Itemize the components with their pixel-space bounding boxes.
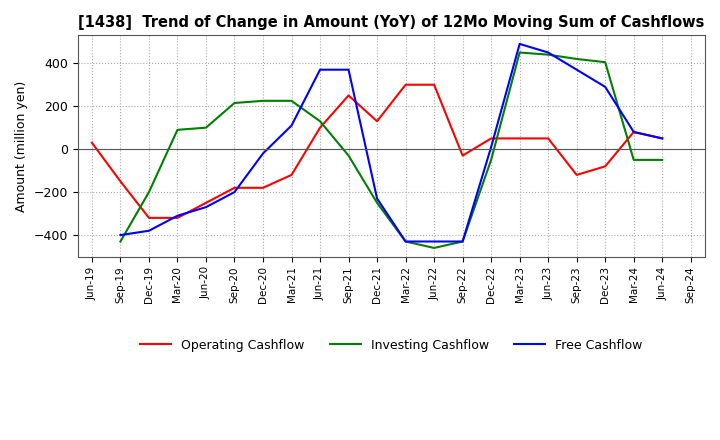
Free Cashflow: [373, 196, 382, 201]
Investing Cashflow: [202, 125, 210, 130]
Investing Cashflow: [173, 127, 181, 132]
Operating Cashflow: [88, 140, 96, 145]
Line: Operating Cashflow: Operating Cashflow: [92, 85, 662, 218]
Operating Cashflow: [544, 136, 552, 141]
Free Cashflow: [572, 67, 581, 72]
Investing Cashflow: [572, 56, 581, 62]
Operating Cashflow: [658, 136, 667, 141]
Free Cashflow: [202, 205, 210, 210]
Line: Investing Cashflow: Investing Cashflow: [120, 52, 662, 248]
Operating Cashflow: [202, 200, 210, 205]
Legend: Operating Cashflow, Investing Cashflow, Free Cashflow: Operating Cashflow, Investing Cashflow, …: [135, 334, 647, 356]
Operating Cashflow: [173, 215, 181, 220]
Free Cashflow: [344, 67, 353, 72]
Free Cashflow: [230, 190, 239, 195]
Operating Cashflow: [315, 125, 324, 130]
Investing Cashflow: [344, 153, 353, 158]
Investing Cashflow: [315, 119, 324, 124]
Free Cashflow: [601, 84, 610, 89]
Operating Cashflow: [145, 215, 153, 220]
Free Cashflow: [287, 123, 296, 128]
Operating Cashflow: [516, 136, 524, 141]
Operating Cashflow: [459, 153, 467, 158]
Operating Cashflow: [373, 119, 382, 124]
Free Cashflow: [401, 239, 410, 244]
Investing Cashflow: [430, 246, 438, 251]
Operating Cashflow: [629, 129, 638, 135]
Free Cashflow: [173, 213, 181, 218]
Investing Cashflow: [145, 190, 153, 195]
Operating Cashflow: [487, 136, 495, 141]
Investing Cashflow: [459, 239, 467, 244]
Investing Cashflow: [629, 157, 638, 162]
Title: [1438]  Trend of Change in Amount (YoY) of 12Mo Moving Sum of Cashflows: [1438] Trend of Change in Amount (YoY) o…: [78, 15, 704, 30]
Operating Cashflow: [601, 164, 610, 169]
Investing Cashflow: [544, 52, 552, 57]
Free Cashflow: [629, 129, 638, 135]
Free Cashflow: [658, 136, 667, 141]
Operating Cashflow: [430, 82, 438, 88]
Operating Cashflow: [116, 179, 125, 184]
Free Cashflow: [487, 144, 495, 150]
Investing Cashflow: [487, 157, 495, 162]
Free Cashflow: [430, 239, 438, 244]
Investing Cashflow: [373, 200, 382, 205]
Investing Cashflow: [401, 239, 410, 244]
Operating Cashflow: [572, 172, 581, 178]
Investing Cashflow: [601, 59, 610, 65]
Operating Cashflow: [287, 172, 296, 178]
Operating Cashflow: [344, 93, 353, 98]
Free Cashflow: [516, 41, 524, 47]
Y-axis label: Amount (million yen): Amount (million yen): [15, 81, 28, 212]
Free Cashflow: [459, 239, 467, 244]
Investing Cashflow: [516, 50, 524, 55]
Investing Cashflow: [287, 98, 296, 103]
Free Cashflow: [116, 232, 125, 238]
Free Cashflow: [544, 50, 552, 55]
Investing Cashflow: [658, 157, 667, 162]
Operating Cashflow: [401, 82, 410, 88]
Free Cashflow: [145, 228, 153, 233]
Investing Cashflow: [258, 98, 267, 103]
Operating Cashflow: [258, 185, 267, 191]
Free Cashflow: [315, 67, 324, 72]
Investing Cashflow: [230, 100, 239, 106]
Free Cashflow: [258, 151, 267, 156]
Operating Cashflow: [230, 185, 239, 191]
Line: Free Cashflow: Free Cashflow: [120, 44, 662, 242]
Investing Cashflow: [116, 239, 125, 244]
